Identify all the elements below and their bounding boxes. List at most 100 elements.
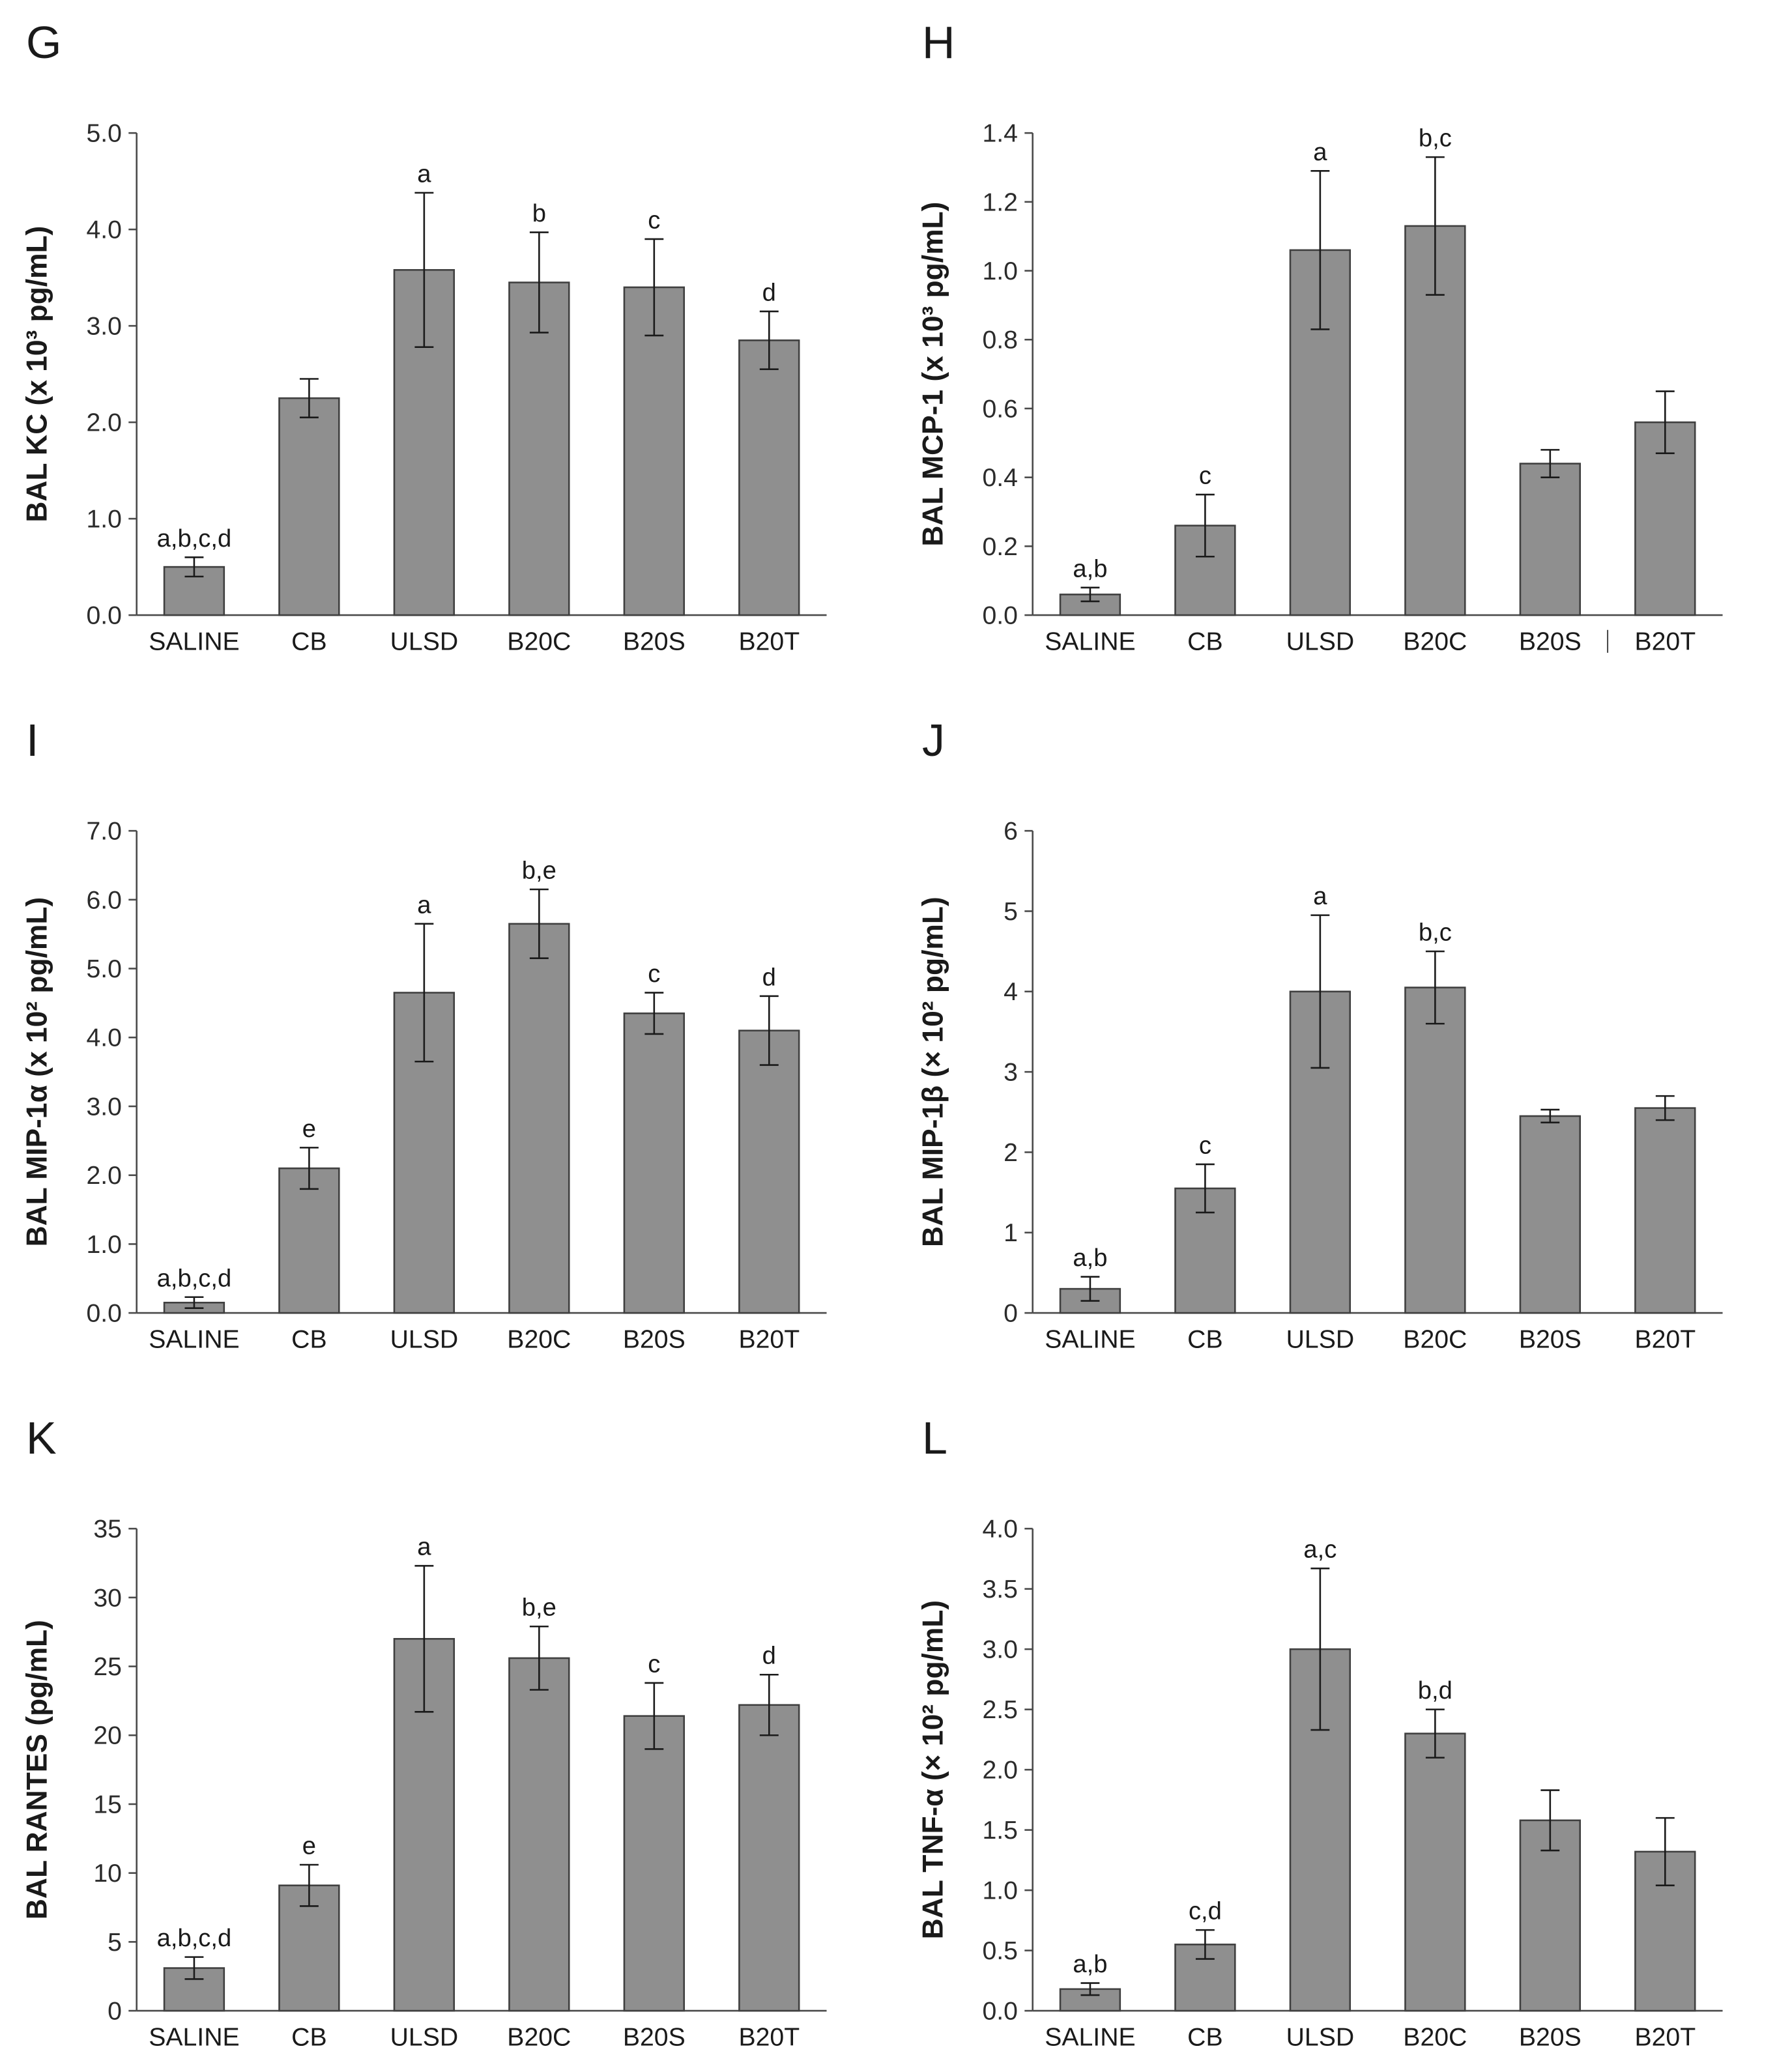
svg-text:a,b: a,b [1073,1950,1107,1978]
svg-text:SALINE: SALINE [1045,628,1135,656]
svg-text:ULSD: ULSD [390,1326,459,1354]
svg-text:d: d [762,963,776,991]
svg-text:e: e [302,1832,316,1860]
svg-text:3: 3 [1004,1059,1018,1087]
bar-chart-bal-kc: 0.0 1.0 2.0 3.0 4.0 5.0 a,b,c,d SALINE CB a ULSD b B… [21,120,827,656]
svg-text:b,c: b,c [1419,124,1452,152]
svg-text:0.0: 0.0 [982,1998,1018,2026]
svg-text:ULSD: ULSD [390,628,459,656]
svg-text:1.0: 1.0 [982,257,1018,285]
svg-text:BAL MIP-1β (× 10² pg/mL): BAL MIP-1β (× 10² pg/mL) [917,897,949,1247]
svg-text:ULSD: ULSD [1286,2024,1355,2052]
svg-text:B20S: B20S [623,2024,686,2052]
svg-text:0: 0 [1004,1300,1018,1328]
svg-text:SALINE: SALINE [149,628,239,656]
svg-text:0.5: 0.5 [982,1937,1018,1965]
svg-text:B20T: B20T [1634,2024,1696,2052]
svg-text:a,c: a,c [1303,1536,1337,1564]
svg-text:6: 6 [1004,818,1018,846]
svg-text:30: 30 [93,1584,122,1612]
svg-text:B20C: B20C [1403,1326,1467,1354]
svg-text:B20C: B20C [1403,2024,1467,2052]
svg-text:1: 1 [1004,1219,1018,1247]
svg-text:3.0: 3.0 [86,313,122,341]
svg-text:CB: CB [1187,1326,1222,1354]
svg-text:c,d: c,d [1189,1897,1222,1925]
svg-text:a,b,c,d: a,b,c,d [157,1924,232,1952]
panel-letter-l: L [922,1413,947,1463]
svg-text:2: 2 [1004,1139,1018,1167]
svg-text:a,b,c,d: a,b,c,d [157,1264,232,1292]
panel-k: K 0 5 10 15 20 25 30 35 a,b,c,d SALINE e CB a ULSD b,e… [0,1401,896,2070]
svg-text:B20S: B20S [1519,1326,1582,1354]
panel-letter-i: I [26,715,39,766]
svg-text:CB: CB [291,1326,326,1354]
svg-text:35: 35 [93,1516,122,1544]
panel-letter-k: K [26,1413,57,1463]
svg-text:SALINE: SALINE [1045,1326,1135,1354]
svg-text:0.0: 0.0 [86,602,122,630]
svg-text:5.0: 5.0 [86,955,122,983]
svg-text:0.8: 0.8 [982,326,1018,354]
svg-text:a: a [1313,882,1327,910]
svg-text:5.0: 5.0 [86,120,122,148]
svg-text:BAL RANTES (pg/mL): BAL RANTES (pg/mL) [21,1620,53,1919]
svg-text:1.5: 1.5 [982,1817,1018,1845]
panel-letter-j: J [922,715,945,766]
svg-text:b,e: b,e [522,1594,556,1622]
svg-text:a,b: a,b [1073,1244,1107,1272]
svg-text:B20C: B20C [507,628,571,656]
bar-chart-bal-tnfa: 0.0 0.5 1.0 1.5 2.0 2.5 3.0 3.5 4.0 a,b SALINE c,d C… [917,1516,1723,2052]
bar-chart-bal-mip1a: 0.0 1.0 2.0 3.0 4.0 5.0 6.0 7.0 a,b,c,d SALINE e CB… [21,818,827,1354]
svg-text:BAL MIP-1α (x 10² pg/mL): BAL MIP-1α (x 10² pg/mL) [21,897,53,1247]
bar-chart-bal-rantes: 0 5 10 15 20 25 30 35 a,b,c,d SALINE e CB a ULSD b,e B2… [21,1516,827,2052]
svg-text:b,e: b,e [522,856,556,884]
svg-text:B20S: B20S [623,628,686,656]
svg-text:ULSD: ULSD [1286,628,1355,656]
svg-text:SALINE: SALINE [1045,2024,1135,2052]
svg-text:3.0: 3.0 [86,1093,122,1121]
svg-text:d: d [762,278,776,306]
svg-text:1.2: 1.2 [982,188,1018,216]
svg-text:B20T: B20T [738,628,800,656]
svg-text:10: 10 [93,1860,122,1888]
panel-h: H 0.0 0.2 0.4 0.6 0.8 1.0 1.2 1.4 a,b SALINE c CB a U… [896,5,1792,674]
svg-text:4.0: 4.0 [982,1516,1018,1544]
svg-text:SALINE: SALINE [149,2024,239,2052]
svg-text:a,b: a,b [1073,554,1107,582]
svg-text:B20T: B20T [1634,1326,1696,1354]
svg-text:a: a [417,160,431,188]
svg-text:B20S: B20S [623,1326,686,1354]
svg-text:B20C: B20C [507,1326,571,1354]
svg-text:1.0: 1.0 [86,506,122,534]
svg-text:B20T: B20T [738,2024,800,2052]
svg-text:2.0: 2.0 [982,1757,1018,1785]
panel-letter-h: H [922,17,955,68]
svg-text:20: 20 [93,1722,122,1750]
svg-text:2.5: 2.5 [982,1696,1018,1724]
svg-text:a: a [417,891,431,919]
svg-text:5: 5 [108,1929,122,1957]
svg-text:B20C: B20C [507,2024,571,2052]
svg-text:e: e [302,1115,316,1143]
svg-text:CB: CB [1187,628,1222,656]
svg-text:d: d [762,1642,776,1670]
svg-text:c: c [1199,1131,1211,1159]
panel-i: I 0.0 1.0 2.0 3.0 4.0 5.0 6.0 7.0 a,b,c,d SALINE e… [0,703,896,1372]
svg-text:B20S: B20S [1519,2024,1582,2052]
svg-text:2.0: 2.0 [86,409,122,437]
svg-text:0.2: 0.2 [982,533,1018,561]
svg-text:b: b [532,199,546,227]
svg-text:0.0: 0.0 [86,1300,122,1328]
svg-text:CB: CB [291,2024,326,2052]
svg-text:0.6: 0.6 [982,395,1018,423]
svg-text:4.0: 4.0 [86,1024,122,1052]
svg-text:0: 0 [108,1998,122,2026]
svg-text:15: 15 [93,1790,122,1818]
svg-text:6.0: 6.0 [86,886,122,914]
svg-text:c: c [648,960,660,988]
svg-text:c: c [1199,462,1211,490]
svg-text:a,b,c,d: a,b,c,d [157,525,232,553]
svg-text:1.4: 1.4 [982,120,1018,148]
